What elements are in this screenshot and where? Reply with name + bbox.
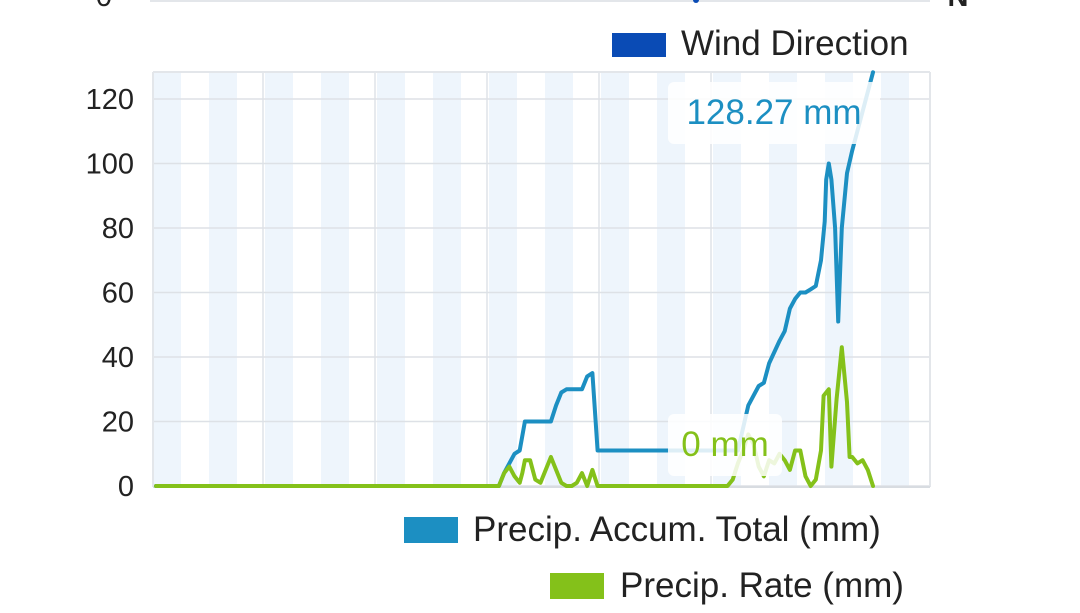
legend-swatch-wind-direction bbox=[612, 33, 666, 57]
background-band bbox=[489, 72, 517, 487]
top-partial-tick-label: 0 bbox=[96, 0, 112, 13]
y-tick-label: 60 bbox=[102, 278, 134, 310]
legend-label-wind-direction: Wind Direction bbox=[681, 24, 909, 63]
rate-callout-label: 0 mm bbox=[681, 425, 769, 464]
y-tick-label: 100 bbox=[86, 149, 134, 181]
legend-label-precip-rate: Precip. Rate (mm) bbox=[620, 566, 904, 605]
background-band bbox=[377, 72, 405, 487]
legend-swatch-precip-rate bbox=[550, 573, 604, 599]
legend-label-precip-accum: Precip. Accum. Total (mm) bbox=[473, 510, 881, 549]
legend: Wind Direction Precip. Accum. Total (mm) P… bbox=[404, 24, 909, 605]
background-band bbox=[209, 72, 237, 487]
accum-callout-label: 128.27 mm bbox=[686, 93, 861, 132]
background-band bbox=[545, 72, 573, 487]
top-partial-direction-label: N bbox=[948, 0, 969, 13]
background-band bbox=[601, 72, 629, 487]
legend-swatch-precip-accum bbox=[404, 517, 458, 543]
background-band bbox=[321, 72, 349, 487]
y-tick-label: 120 bbox=[86, 84, 134, 116]
background-band bbox=[881, 72, 909, 487]
y-tick-label: 80 bbox=[102, 213, 134, 245]
y-tick-label: 20 bbox=[102, 407, 134, 439]
background-band bbox=[265, 72, 293, 487]
accum-callout-box bbox=[668, 82, 880, 144]
background-band bbox=[433, 72, 461, 487]
top-partial-wind-point bbox=[693, 0, 699, 3]
background-band bbox=[153, 72, 181, 487]
callouts: 128.27 mm 0 mm bbox=[668, 82, 880, 476]
y-tick-label: 0 bbox=[118, 471, 134, 503]
y-tick-label: 40 bbox=[102, 342, 134, 374]
y-axis: 0 20 40 60 80 100 120 bbox=[86, 84, 134, 503]
rate-callout-box bbox=[668, 414, 782, 476]
